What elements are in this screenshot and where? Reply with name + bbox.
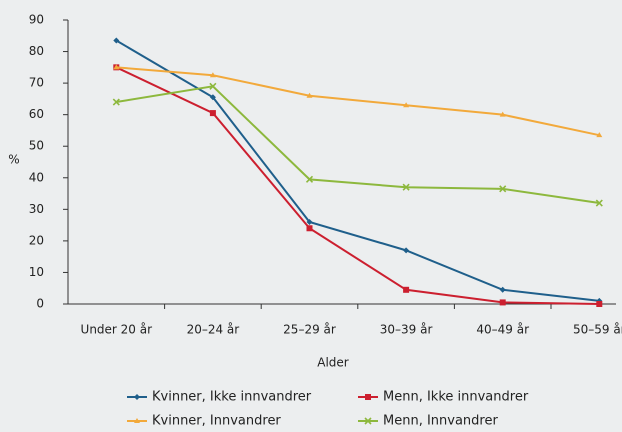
series-line [115,66,600,305]
marker [306,92,313,98]
marker [402,183,410,191]
y-tick-label: 10 [29,265,44,279]
legend-label: Kvinner, Innvandrer [152,414,281,429]
y-tick-label: 50 [29,139,44,153]
y-tick-label: 40 [29,170,44,184]
y-tick-label: 80 [29,44,44,58]
marker [209,82,217,90]
marker [499,185,507,193]
series-line [116,66,600,137]
marker [499,299,506,306]
marker [134,418,140,423]
x-tick-label: 30–39 år [380,323,433,337]
y-tick-label: 30 [29,202,44,216]
marker [499,111,506,117]
marker [112,98,120,106]
marker [305,175,314,183]
x-tick-label: Under 20 år [81,323,153,337]
marker [595,199,603,207]
marker [403,102,410,108]
marker [306,225,313,232]
x-tick-label: 40–49 år [476,323,529,337]
marker [403,286,410,293]
legend-label: Kvinner, Ikke innvandrer [152,390,312,405]
marker [365,394,371,400]
marker [113,37,120,44]
y-tick-label: 90 [29,13,44,27]
x-axis-label: Alder [317,356,349,370]
y-tick-label: 0 [36,297,44,311]
marker [209,110,216,117]
marker [596,132,603,138]
marker [403,247,410,254]
marker [113,64,120,70]
marker [596,301,603,307]
marker [134,394,140,400]
x-tick-label: 50–59 år [573,323,622,337]
x-tick-label: 25–29 år [283,323,336,337]
series-line [116,85,600,205]
legend-label: Menn, Innvandrer [383,414,498,429]
marker [306,218,313,225]
marker [209,72,216,78]
y-axis-label: % [8,153,19,167]
marker [364,417,372,425]
x-tick-label: 20–24 år [187,323,240,337]
y-tick-label: 60 [29,107,44,121]
series-line [115,39,600,302]
marker [499,286,506,293]
marker [209,94,216,101]
y-tick-label: 20 [29,233,44,247]
y-tick-label: 70 [29,76,44,90]
legend-label: Menn, Ikke innvandrer [383,390,529,405]
